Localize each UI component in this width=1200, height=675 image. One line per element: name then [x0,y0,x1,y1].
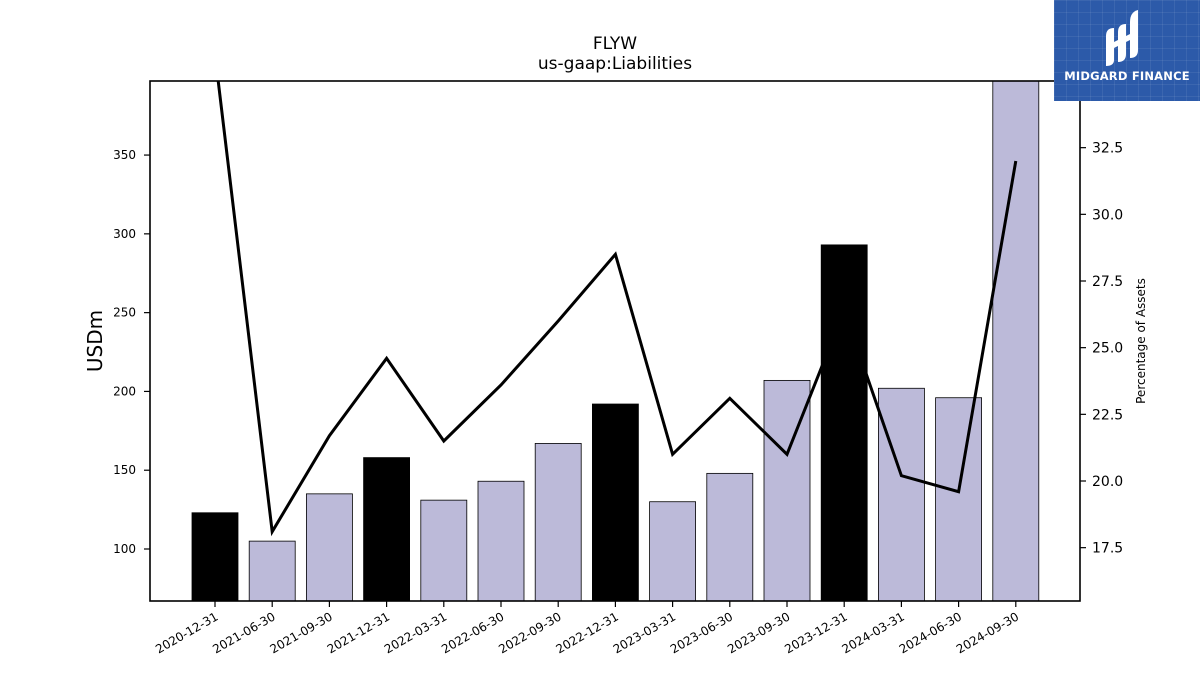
bar-2022-06-30 [477,480,525,601]
y2-tick-label: 32.5 [1092,141,1123,157]
x-tick-label: 2021-06-30 [210,609,277,656]
bar-series [191,81,1040,601]
bar-2022-09-30 [534,443,582,601]
x-tick-label: 2021-09-30 [267,609,334,656]
x-tick-label: 2020-12-31 [153,609,220,656]
x-tick-label: 2021-12-31 [325,609,392,656]
y-tick-label: 300 [113,227,136,241]
y-tick-label: 350 [113,148,136,162]
x-axis-ticks: 2020-12-312021-06-302021-09-302021-12-31… [153,601,1021,656]
y-tick-label: 250 [113,306,136,320]
midgard-logo: MIDGARD FINANCE [1054,0,1200,101]
line-series [216,81,1018,537]
y2-axis-label: Percentage of Assets [1134,278,1148,404]
y2-tick-label: 30.0 [1092,207,1123,223]
x-tick-label: 2023-12-31 [782,609,849,656]
y-tick-label: 150 [113,463,136,477]
logo-text: MIDGARD FINANCE [1064,69,1190,83]
y2-tick-label: 22.5 [1092,407,1123,423]
x-tick-label: 2024-06-30 [897,609,964,656]
chart-subtitle: us-gaap:Liabilities [538,54,692,74]
bar-2021-06-30 [248,540,296,601]
y2-tick-label: 17.5 [1092,541,1123,557]
bar-2023-03-31 [649,501,696,601]
bar-2024-09-30 [992,81,1040,601]
left-axis-ticks: 100 150 200 250 300 350 [113,148,150,556]
x-tick-label: 2023-06-30 [668,609,735,656]
bar-2021-12-31 [363,457,411,601]
bar-2024-03-31 [878,387,925,601]
bar-2023-06-30 [706,472,754,601]
x-tick-label: 2022-06-30 [439,609,506,656]
bar-2024-06-30 [935,397,982,601]
x-tick-label: 2022-09-30 [496,609,563,656]
percentage-line [216,81,1018,537]
x-tick-label: 2022-12-31 [553,609,620,656]
bar-2022-03-31 [420,499,468,601]
y-tick-label: 200 [113,384,136,398]
x-tick-label: 2022-03-31 [382,609,449,656]
y2-tick-label: 25.0 [1092,341,1123,357]
x-tick-label: 2023-03-31 [611,609,678,656]
y-tick-label: 100 [113,542,136,556]
chart-title: FLYW [593,34,637,54]
x-tick-label: 2024-03-31 [839,609,906,656]
bar-2020-12-31 [191,512,239,601]
y2-tick-label: 27.5 [1092,274,1123,290]
y2-tick-label: 20.0 [1092,474,1123,490]
midgard-logo-icon [1106,10,1138,66]
bar-2023-12-31 [820,244,868,601]
bar-2021-09-30 [305,493,353,601]
bar-2022-12-31 [592,403,639,601]
right-axis-ticks: 17.5 20.0 22.5 25.0 27.5 30.0 32.5 [1080,141,1123,557]
y-axis-label: USDm [83,310,107,372]
x-tick-label: 2024-09-30 [954,609,1021,656]
x-tick-label: 2023-09-30 [725,609,792,656]
